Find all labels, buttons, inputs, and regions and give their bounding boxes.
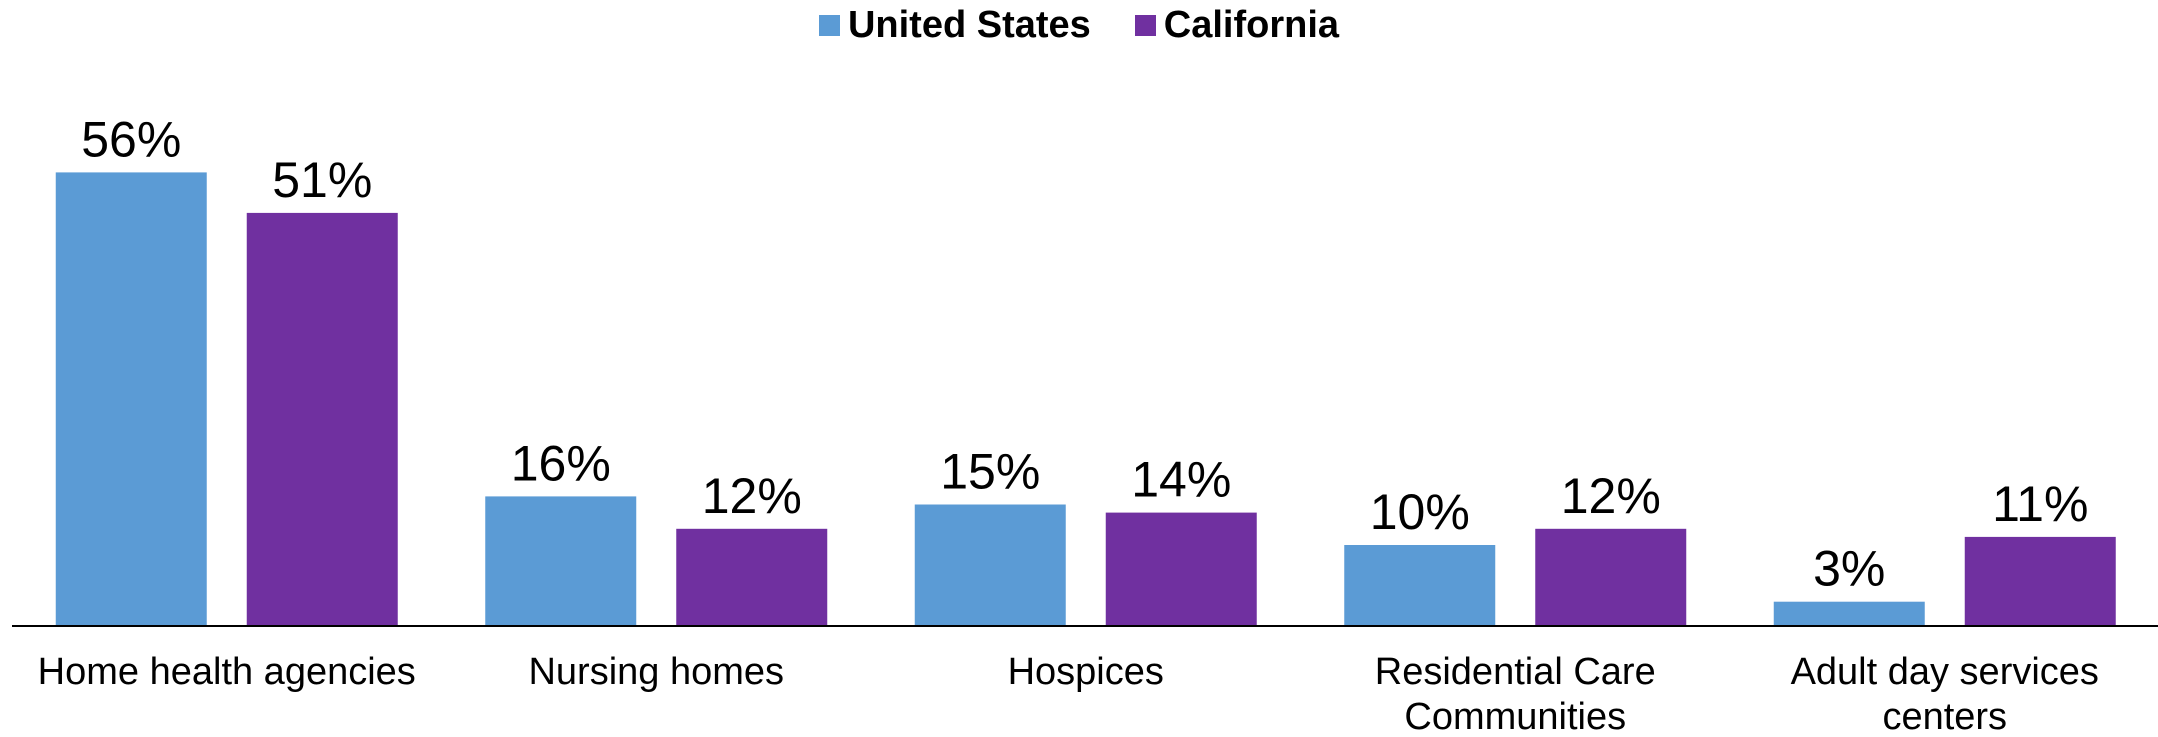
bar [1105,512,1257,626]
legend-item: United States [818,3,1091,47]
x-tick-label: Hospices [1007,651,1164,693]
bar [55,172,207,626]
data-label: 15% [940,444,1040,500]
bar [1773,601,1925,626]
x-tick-label: Adult day services centers [1790,651,2099,737]
legend-label: California [1163,3,1340,46]
x-tick-label: Residential Care Communities [1374,651,1656,737]
legend-item: California [1134,3,1340,47]
bar [1344,545,1496,626]
data-label: 3% [1813,541,1885,597]
bar [1964,536,2116,626]
data-label: 12% [1561,468,1661,524]
bar [246,212,398,626]
bar [676,528,828,626]
data-label: 12% [702,468,802,524]
legend-swatch [818,14,840,36]
legend-label: United States [847,3,1091,46]
x-tick-label: Home health agencies [37,651,416,693]
legend: United States California [0,0,2158,50]
data-label: 16% [511,435,611,491]
data-label: 11% [1992,476,2088,532]
bar [485,496,637,626]
bar [1535,528,1687,626]
data-label: 10% [1370,484,1470,540]
data-label: 14% [1131,452,1231,508]
bar [914,504,1066,626]
legend-swatch [1134,14,1156,36]
data-label: 56% [81,111,181,167]
data-label: 51% [272,152,372,208]
x-tick-label: Nursing homes [528,651,785,693]
